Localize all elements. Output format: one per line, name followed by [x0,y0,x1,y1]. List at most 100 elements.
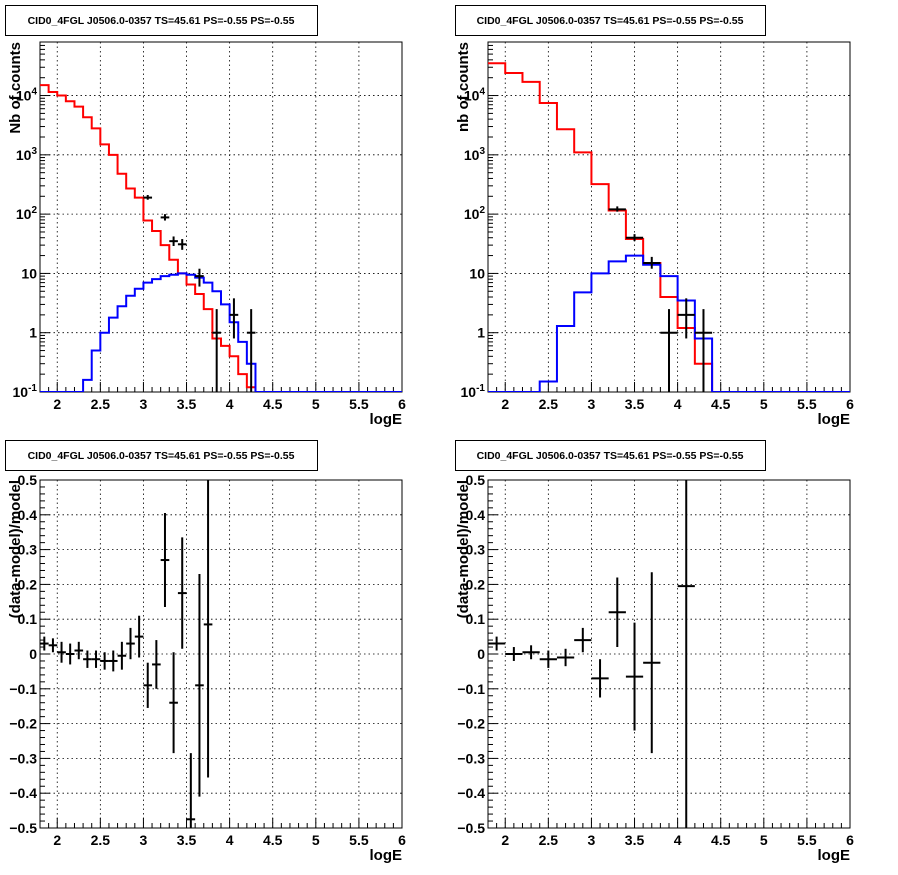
data-point [212,309,221,392]
residual-point [505,647,523,661]
y-tick-label: 103 [464,146,486,163]
chart-title: CID0_4FGL J0506.0-0357 TS=45.61 PS=-0.55… [477,15,744,27]
y-tick-label: 104 [464,87,486,104]
x-tick-label: 5 [760,832,768,848]
data-point [246,309,256,392]
x-axis-label: logE [818,411,851,428]
title-box [455,5,766,36]
y-tick-label: 0 [477,646,485,662]
residual-point [57,641,66,663]
residual-point [177,537,187,649]
y-axis-label: Nb of counts [7,42,24,134]
residual-point [169,652,178,754]
residual-point [539,650,557,668]
x-tick-label: 5.5 [797,832,817,848]
y-tick-label: 10-1 [13,383,38,400]
x-tick-label: 3.5 [625,396,645,412]
residual-point [625,622,644,731]
residual-point [65,643,75,665]
residual-point [522,645,540,660]
x-tick-label: 4.5 [263,832,283,848]
residual-point [643,572,661,754]
chart-panel-1: CID0_4FGL J0506.0-0357 TS=45.61 PS=-0.55… [5,5,406,428]
data-area [488,62,850,392]
residual-point [488,636,506,651]
chart-panel-4: CID0_4FGL J0506.0-0357 TS=45.61 PS=-0.55… [455,440,854,864]
x-tick-label: 3 [588,396,596,412]
histogram-line-red [488,62,850,392]
chart-panel-3: CID0_4FGL J0506.0-0357 TS=45.61 PS=-0.55… [5,440,406,864]
residual-point [100,652,109,670]
y-axis-label: nb of counts [455,42,472,132]
data-point [694,309,713,392]
title-box [5,5,318,36]
x-tick-label: 5 [760,396,768,412]
x-tick-label: 4 [674,832,682,848]
x-tick-label: 3 [588,832,596,848]
y-tick-label: 0.2 [466,576,486,592]
x-tick-label: 5 [312,832,320,848]
grid-lines [488,479,851,829]
y-axis-label: (data-model)/model [7,480,24,618]
y-tick-label: 0.5 [466,472,486,488]
grid-lines [40,479,403,829]
y-tick-label: −0.2 [457,716,485,732]
y-tick-label: 102 [464,205,486,222]
x-tick-label: 4.5 [711,396,731,412]
y-tick-label: −0.5 [457,820,485,836]
y-tick-label: 0.3 [466,542,486,558]
residual-point [186,753,196,828]
x-tick-label: 4 [226,832,234,848]
x-tick-label: 2 [501,832,509,848]
residual-point [160,513,170,608]
y-tick-label: 1 [29,325,37,341]
data-point [195,268,204,287]
y-tick-label: −0.1 [9,681,37,697]
residual-point [608,577,626,648]
y-tick-label: 0.4 [18,507,38,523]
x-tick-label: 3.5 [177,832,197,848]
y-tick-label: 10-1 [461,383,486,400]
y-tick-label: 102 [16,205,38,222]
residual-point [134,615,144,658]
y-tick-label: 1 [477,325,485,341]
data-point [169,236,178,247]
residual-point [574,627,592,653]
y-axis-label: (data-model)/model [455,480,472,618]
axis-ticks [487,479,851,829]
x-axis-label: logE [818,847,851,864]
data-point [608,206,626,212]
x-tick-label: 5.5 [349,396,369,412]
residual-point [143,662,153,708]
y-tick-label: 103 [16,146,38,163]
data-area [40,480,213,828]
residual-point [91,650,101,668]
y-tick-label: 0.2 [18,576,38,592]
residual-point [556,648,575,667]
residual-point [203,480,213,778]
chart-title: CID0_4FGL J0506.0-0357 TS=45.61 PS=-0.55… [28,450,295,462]
y-tick-label: −0.4 [9,785,37,801]
x-tick-label: 2.5 [91,396,111,412]
x-tick-label: 2 [53,832,61,848]
title-box [5,440,318,471]
x-tick-label: 5.5 [797,396,817,412]
chart-title: CID0_4FGL J0506.0-0357 TS=45.61 PS=-0.55… [28,15,295,27]
x-axis-label: logE [370,411,403,428]
residual-point [126,627,135,660]
axis-ticks [39,479,403,829]
x-tick-label: 2.5 [91,832,111,848]
x-axis-label: logE [370,847,403,864]
title-box [455,440,766,471]
y-tick-label: −0.1 [457,681,485,697]
x-tick-label: 4.5 [711,832,731,848]
y-tick-label: 0.5 [18,472,38,488]
residual-point [48,638,58,653]
y-tick-label: 0.1 [466,611,486,627]
data-point [677,298,695,339]
x-tick-label: 4 [226,396,234,412]
x-tick-label: 3.5 [177,396,197,412]
residual-point [591,659,609,698]
residual-point [108,650,118,672]
